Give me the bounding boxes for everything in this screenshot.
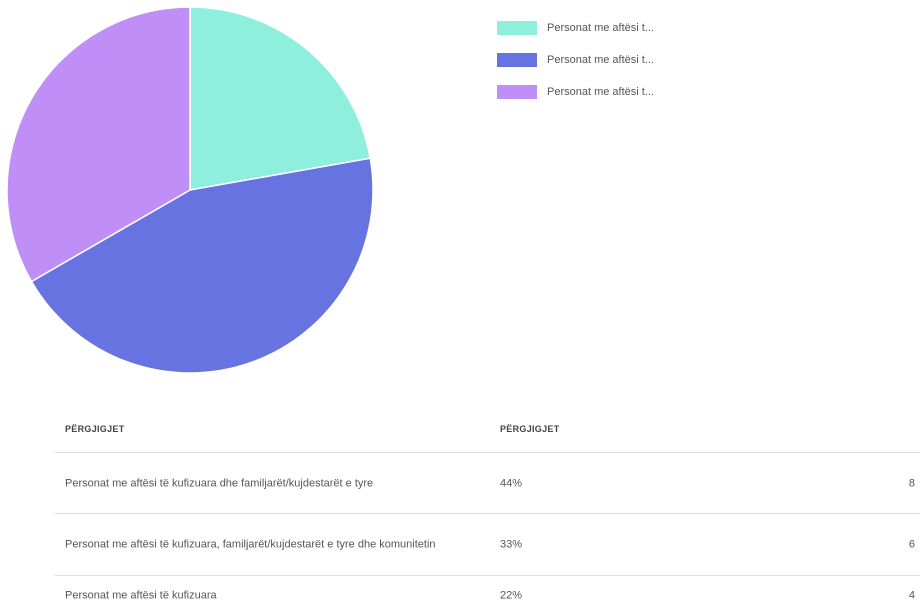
table-cell: 8 [908,477,915,489]
table-row: Personat me aftësi të kufizuara, familja… [55,513,920,576]
table-cell: 22% [500,589,523,602]
legend-label: Personat me aftësi t... [547,54,654,66]
table-cell: 6 [908,538,915,551]
table-row: Personat me aftësi të kufizuara dhe fami… [55,452,920,514]
table-cell: Personat me aftësi të kufizuara dhe fami… [65,477,374,489]
pie-slice [6,6,191,283]
legend-swatch [497,53,537,67]
pie-chart: Personat me aftësi t... Personat me aftës… [6,6,654,374]
pie-slice [30,157,374,374]
table-header: PËRGJIGJET [500,424,560,434]
pie-slice [189,6,372,191]
legend-label: Personat me aftësi t... [547,22,654,34]
table-cell: 44% [500,477,523,489]
table-row: Personat me aftësi të kufizuara 22% 4 [55,575,920,616]
legend-swatch [497,21,537,35]
legend-label: Personat me aftësi t... [547,86,654,98]
table-cell: 33% [500,538,523,551]
table-cell: Personat me aftësi të kufizuara, familja… [65,538,436,551]
table-cell: 4 [908,589,915,602]
table-header: PËRGJIGJET [65,424,125,434]
legend-swatch [497,85,537,99]
table-cell: Personat me aftësi të kufizuara [65,589,217,602]
